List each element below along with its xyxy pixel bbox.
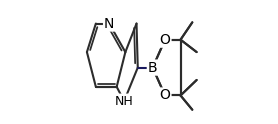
Text: NH: NH xyxy=(115,95,133,108)
Text: O: O xyxy=(160,33,170,47)
Text: O: O xyxy=(160,89,170,102)
Text: B: B xyxy=(148,61,157,75)
Text: N: N xyxy=(104,17,115,31)
